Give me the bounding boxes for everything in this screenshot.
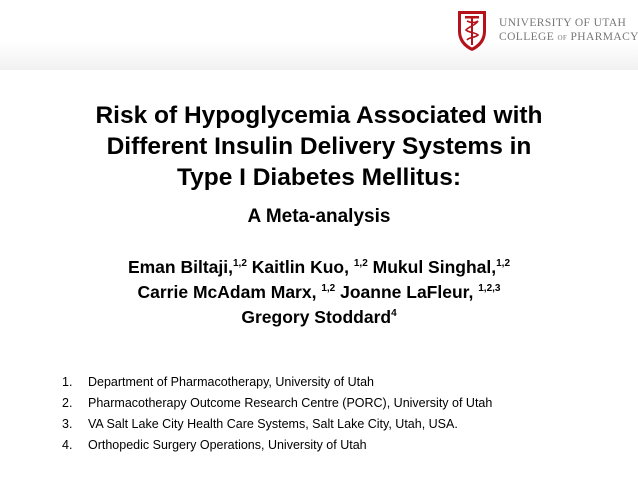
affiliation-list: 1. Department of Pharmacotherapy, Univer… [62, 372, 622, 456]
title-line-3: Type I Diabetes Mellitus: [176, 164, 462, 191]
author-list: Eman Biltaji,1,2 Kaitlin Kuo, 1,2 Mukul … [20, 255, 618, 330]
author-name: Mukul Singhal, [372, 257, 497, 277]
affiliation-item: 4. Orthopedic Surgery Operations, Univer… [62, 435, 622, 456]
affiliation-number: 1. [62, 375, 73, 389]
affiliation-text: Orthopedic Surgery Operations, Universit… [88, 438, 367, 452]
title-line-1: Risk of Hypoglycemia Associated with [95, 102, 543, 129]
author-name: Carrie McAdam Marx, [137, 282, 317, 302]
author-affiliation-sup: 4 [391, 308, 397, 319]
author-name: Kaitlin Kuo, [251, 257, 349, 277]
author-affiliation-sup: 1,2 [321, 283, 336, 294]
author-name: Joanne LaFleur, [340, 282, 474, 302]
author-affiliation-sup: 1,2 [232, 258, 247, 269]
affiliation-text: VA Salt Lake City Health Care Systems, S… [88, 417, 458, 431]
author-line-2: Carrie McAdam Marx, 1,2 Joanne LaFleur, … [20, 280, 618, 305]
author-line-3: Gregory Stoddard4 [20, 305, 618, 330]
logo-line-university: UNIVERSITY OF UTAH [499, 16, 627, 29]
presentation-title: Risk of Hypoglycemia Associated with Dif… [40, 100, 598, 193]
logo-text: UNIVERSITY OF UTAH COLLEGE OF PHARMACY [499, 16, 638, 45]
affiliation-number: 3. [62, 417, 73, 431]
author-affiliation-sup: 1,2,3 [478, 283, 501, 294]
author-line-1: Eman Biltaji,1,2 Kaitlin Kuo, 1,2 Mukul … [20, 255, 618, 280]
affiliation-text: Department of Pharmacotherapy, Universit… [88, 375, 375, 389]
affiliation-number: 2. [62, 396, 73, 410]
university-crest-icon [458, 11, 486, 51]
university-logo: UNIVERSITY OF UTAH COLLEGE OF PHARMACY [455, 6, 638, 54]
author-name: Gregory Stoddard [241, 307, 392, 327]
title-line-2: Different Insulin Delivery Systems in [106, 133, 532, 160]
logo-line-college: COLLEGE OF PHARMACY [499, 30, 638, 43]
affiliation-text: Pharmacotherapy Outcome Research Centre … [88, 396, 493, 410]
header-band [0, 0, 638, 70]
presentation-subtitle: A Meta-analysis [247, 206, 391, 227]
affiliation-item: 1. Department of Pharmacotherapy, Univer… [62, 372, 622, 393]
author-affiliation-sup: 1,2 [496, 258, 511, 269]
affiliation-item: 3. VA Salt Lake City Health Care Systems… [62, 414, 622, 435]
affiliation-item: 2. Pharmacotherapy Outcome Research Cent… [62, 393, 622, 414]
author-name: Eman Biltaji, [127, 257, 233, 277]
author-affiliation-sup: 1,2 [353, 258, 368, 269]
affiliation-number: 4. [62, 438, 73, 452]
